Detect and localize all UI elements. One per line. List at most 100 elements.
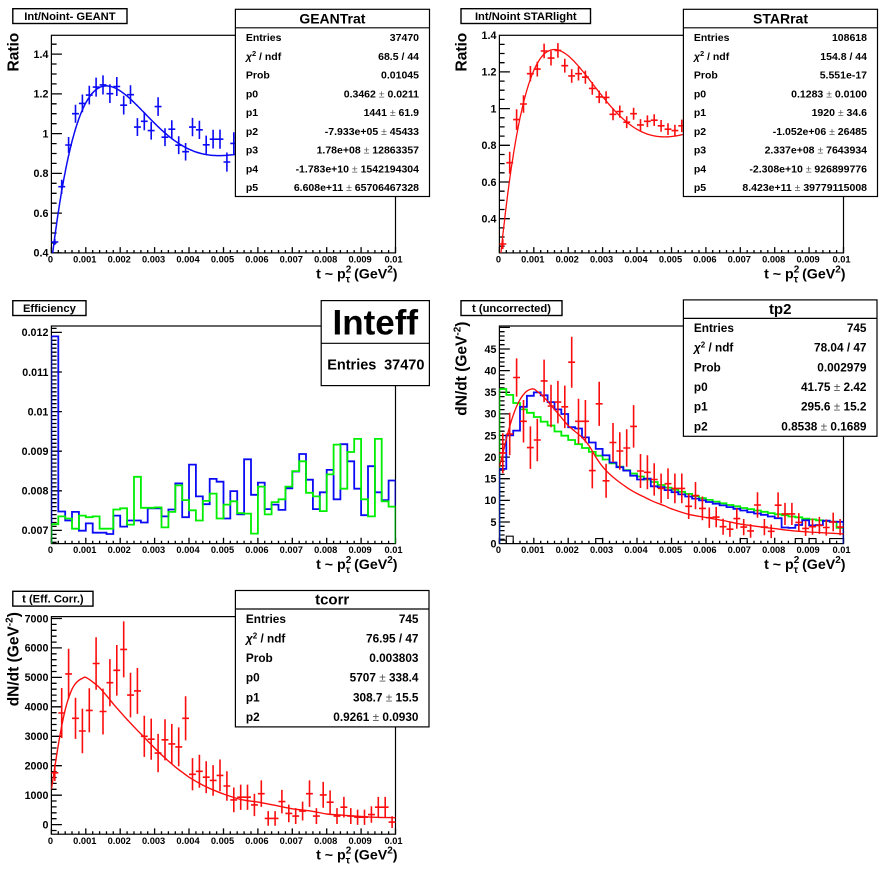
svg-text:308.7 ± 15.5: 308.7 ± 15.5	[353, 690, 419, 704]
svg-text:tcorr: tcorr	[315, 592, 349, 609]
svg-text:0.004: 0.004	[176, 255, 200, 265]
svg-text:dN/dt (GeV-2): dN/dt (GeV-2)	[453, 322, 471, 416]
svg-text:χ2 / ndf: χ2 / ndf	[692, 341, 734, 355]
svg-text:0.01: 0.01	[832, 255, 850, 265]
svg-text:p0: p0	[246, 671, 260, 685]
svg-text:0.006: 0.006	[245, 545, 268, 555]
svg-text:10: 10	[485, 495, 497, 507]
svg-text:0: 0	[48, 545, 53, 555]
svg-text:0.1283 ± 0.0100: 0.1283 ± 0.0100	[791, 88, 867, 100]
svg-text:0.002: 0.002	[108, 255, 131, 265]
svg-text:p5: p5	[246, 182, 258, 194]
svg-text:0.009: 0.009	[348, 545, 371, 555]
svg-text:t ~ p2τ (GeV2): t ~ p2 τ (GeV2)	[764, 264, 846, 285]
svg-text:p4: p4	[246, 163, 258, 175]
svg-text:41.75 ± 2.42: 41.75 ± 2.42	[801, 380, 867, 394]
svg-text:0.008: 0.008	[314, 836, 337, 846]
svg-text:76.95 / 47: 76.95 / 47	[366, 631, 419, 645]
svg-text:Entries: Entries	[327, 357, 376, 373]
svg-text:Prob: Prob	[246, 651, 273, 665]
svg-text:p2: p2	[694, 126, 706, 138]
svg-text:χ2 / ndf: χ2 / ndf	[693, 49, 730, 63]
svg-text:Ratio: Ratio	[6, 33, 23, 72]
svg-text:STARrat: STARrat	[753, 10, 808, 26]
svg-text:0.002: 0.002	[108, 836, 131, 846]
svg-text:tp2: tp2	[769, 301, 792, 318]
svg-text:2000: 2000	[25, 761, 49, 773]
svg-text:0: 0	[496, 255, 501, 265]
svg-text:GEANTrat: GEANTrat	[299, 10, 365, 26]
svg-text:p3: p3	[246, 145, 258, 157]
svg-text:0.003: 0.003	[142, 836, 165, 846]
svg-text:p5: p5	[694, 182, 706, 194]
svg-text:0.8538 ± 0.1689: 0.8538 ± 0.1689	[781, 419, 867, 433]
svg-text:p0: p0	[694, 88, 706, 100]
svg-text:Entries: Entries	[694, 321, 734, 335]
svg-text:0.01045: 0.01045	[381, 70, 419, 82]
svg-text:0.002: 0.002	[556, 545, 579, 555]
svg-text:0.009: 0.009	[348, 255, 371, 265]
svg-text:5: 5	[490, 517, 496, 529]
svg-text:0.004: 0.004	[624, 545, 648, 555]
svg-text:t (uncorrected): t (uncorrected)	[472, 303, 551, 315]
svg-text:5.551e-17: 5.551e-17	[820, 70, 867, 82]
svg-text:0.01: 0.01	[384, 836, 402, 846]
svg-text:1000: 1000	[25, 790, 49, 802]
svg-text:0.01: 0.01	[384, 545, 402, 555]
svg-text:6000: 6000	[25, 643, 49, 655]
svg-text:0.002979: 0.002979	[817, 360, 867, 374]
svg-text:40: 40	[485, 365, 497, 377]
svg-text:1: 1	[490, 103, 496, 115]
svg-text:0.008: 0.008	[762, 255, 785, 265]
svg-text:Entries: Entries	[694, 32, 730, 44]
svg-text:5000: 5000	[25, 672, 49, 684]
svg-text:45: 45	[485, 344, 497, 356]
svg-text:p0: p0	[694, 380, 708, 394]
svg-text:6.608e+11 ± 65706467328: 6.608e+11 ± 65706467328	[294, 182, 419, 194]
svg-text:p2: p2	[246, 710, 260, 724]
svg-text:0.005: 0.005	[211, 545, 234, 555]
svg-text:0.003803: 0.003803	[369, 651, 419, 665]
svg-text:0.005: 0.005	[211, 836, 234, 846]
svg-text:0.004: 0.004	[176, 545, 200, 555]
svg-text:t ~ p2τ (GeV2): t ~ p2 τ (GeV2)	[316, 264, 398, 285]
svg-text:p1: p1	[246, 107, 258, 119]
svg-text:0: 0	[48, 836, 53, 846]
svg-text:0.01: 0.01	[384, 255, 402, 265]
svg-text:1.78e+08 ± 12863357: 1.78e+08 ± 12863357	[317, 145, 420, 157]
svg-text:25: 25	[485, 430, 497, 442]
svg-text:-1.783e+10 ± 1542194304: -1.783e+10 ± 1542194304	[296, 163, 420, 175]
svg-text:p1: p1	[694, 400, 708, 414]
svg-text:p2: p2	[694, 419, 708, 433]
svg-text:0.8: 0.8	[34, 168, 49, 180]
svg-text:8.423e+11 ± 39779115008: 8.423e+11 ± 39779115008	[742, 182, 867, 194]
svg-text:p2: p2	[246, 126, 258, 138]
svg-text:68.5 / 44: 68.5 / 44	[378, 51, 419, 63]
svg-text:1.2: 1.2	[34, 89, 49, 101]
svg-text:0.01: 0.01	[832, 545, 850, 555]
svg-text:0.009: 0.009	[796, 255, 819, 265]
svg-text:4000: 4000	[25, 702, 49, 714]
svg-text:dN/dt (GeV-2): dN/dt (GeV-2)	[5, 612, 23, 706]
svg-text:0.008: 0.008	[762, 545, 785, 555]
svg-text:35: 35	[485, 387, 497, 399]
svg-text:Entries: Entries	[246, 612, 286, 626]
svg-text:108618: 108618	[832, 32, 867, 44]
svg-text:0.001: 0.001	[73, 255, 96, 265]
svg-text:1920 ± 34.6: 1920 ± 34.6	[812, 107, 868, 119]
svg-text:χ2 / ndf: χ2 / ndf	[244, 631, 286, 645]
svg-text:0.005: 0.005	[659, 545, 682, 555]
svg-text:0.006: 0.006	[693, 255, 716, 265]
svg-text:Int/Noint- GEANT: Int/Noint- GEANT	[24, 11, 116, 23]
svg-text:0.4: 0.4	[482, 214, 497, 226]
svg-text:0.009: 0.009	[796, 545, 819, 555]
svg-text:p1: p1	[694, 107, 706, 119]
svg-text:Inteff: Inteff	[333, 303, 419, 342]
svg-text:0.007: 0.007	[728, 255, 751, 265]
svg-text:-7.933e+05 ± 45433: -7.933e+05 ± 45433	[325, 126, 419, 138]
svg-text:37470: 37470	[384, 357, 424, 373]
svg-text:0.6: 0.6	[482, 177, 497, 189]
svg-text:t ~ p2τ (GeV2): t ~ p2 τ (GeV2)	[316, 846, 398, 867]
svg-text:0.011: 0.011	[22, 367, 48, 379]
svg-text:p0: p0	[246, 88, 258, 100]
